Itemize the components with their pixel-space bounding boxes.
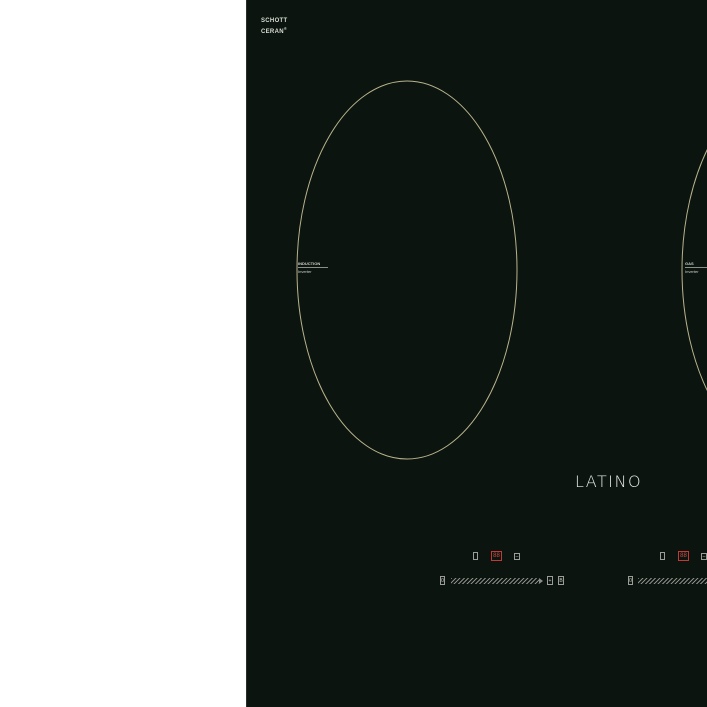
left-zone-rule <box>298 267 328 268</box>
right-slider-start-button[interactable]: 0 <box>628 576 633 585</box>
brand-line-2: CERAN <box>261 29 284 35</box>
right-zone-title: GAS <box>685 261 694 266</box>
right-minus-button[interactable]: – <box>701 553 707 560</box>
registered-mark: ® <box>283 26 288 31</box>
right-power-display: 88 <box>678 551 689 561</box>
left-zone-label: INDUCTION Inverter <box>298 261 328 275</box>
cooktop-glass-panel: SCHOTT CERAN® INDUCTION Inverter GAS Inv… <box>246 0 707 707</box>
left-power-display: 88 <box>491 551 502 561</box>
right-zone-subtitle: Inverter <box>685 269 699 274</box>
left-zone-title: INDUCTION <box>298 261 321 266</box>
right-zone-label: GAS Inverter <box>685 261 707 275</box>
right-cooking-zone-ring <box>681 148 707 392</box>
right-zone-rule <box>685 267 707 268</box>
schott-ceran-logo: SCHOTT CERAN® <box>261 17 287 36</box>
right-power-slider[interactable] <box>638 578 707 584</box>
left-power-slider[interactable] <box>451 578 543 584</box>
left-slider-start-button[interactable]: 0 <box>440 576 445 585</box>
left-plus-button[interactable]: + <box>547 576 553 585</box>
right-power-button[interactable] <box>660 552 665 560</box>
cooktop-graphics <box>296 80 707 460</box>
left-zone-subtitle: Inverter <box>298 269 312 274</box>
latino-logo: LATINO <box>575 472 643 491</box>
left-cooking-zone-ring <box>296 80 518 460</box>
left-boost-button[interactable]: B <box>558 576 564 585</box>
brand-line-1: SCHOTT <box>261 18 288 24</box>
left-minus-button[interactable]: – <box>514 553 520 560</box>
left-power-button[interactable] <box>473 552 478 560</box>
